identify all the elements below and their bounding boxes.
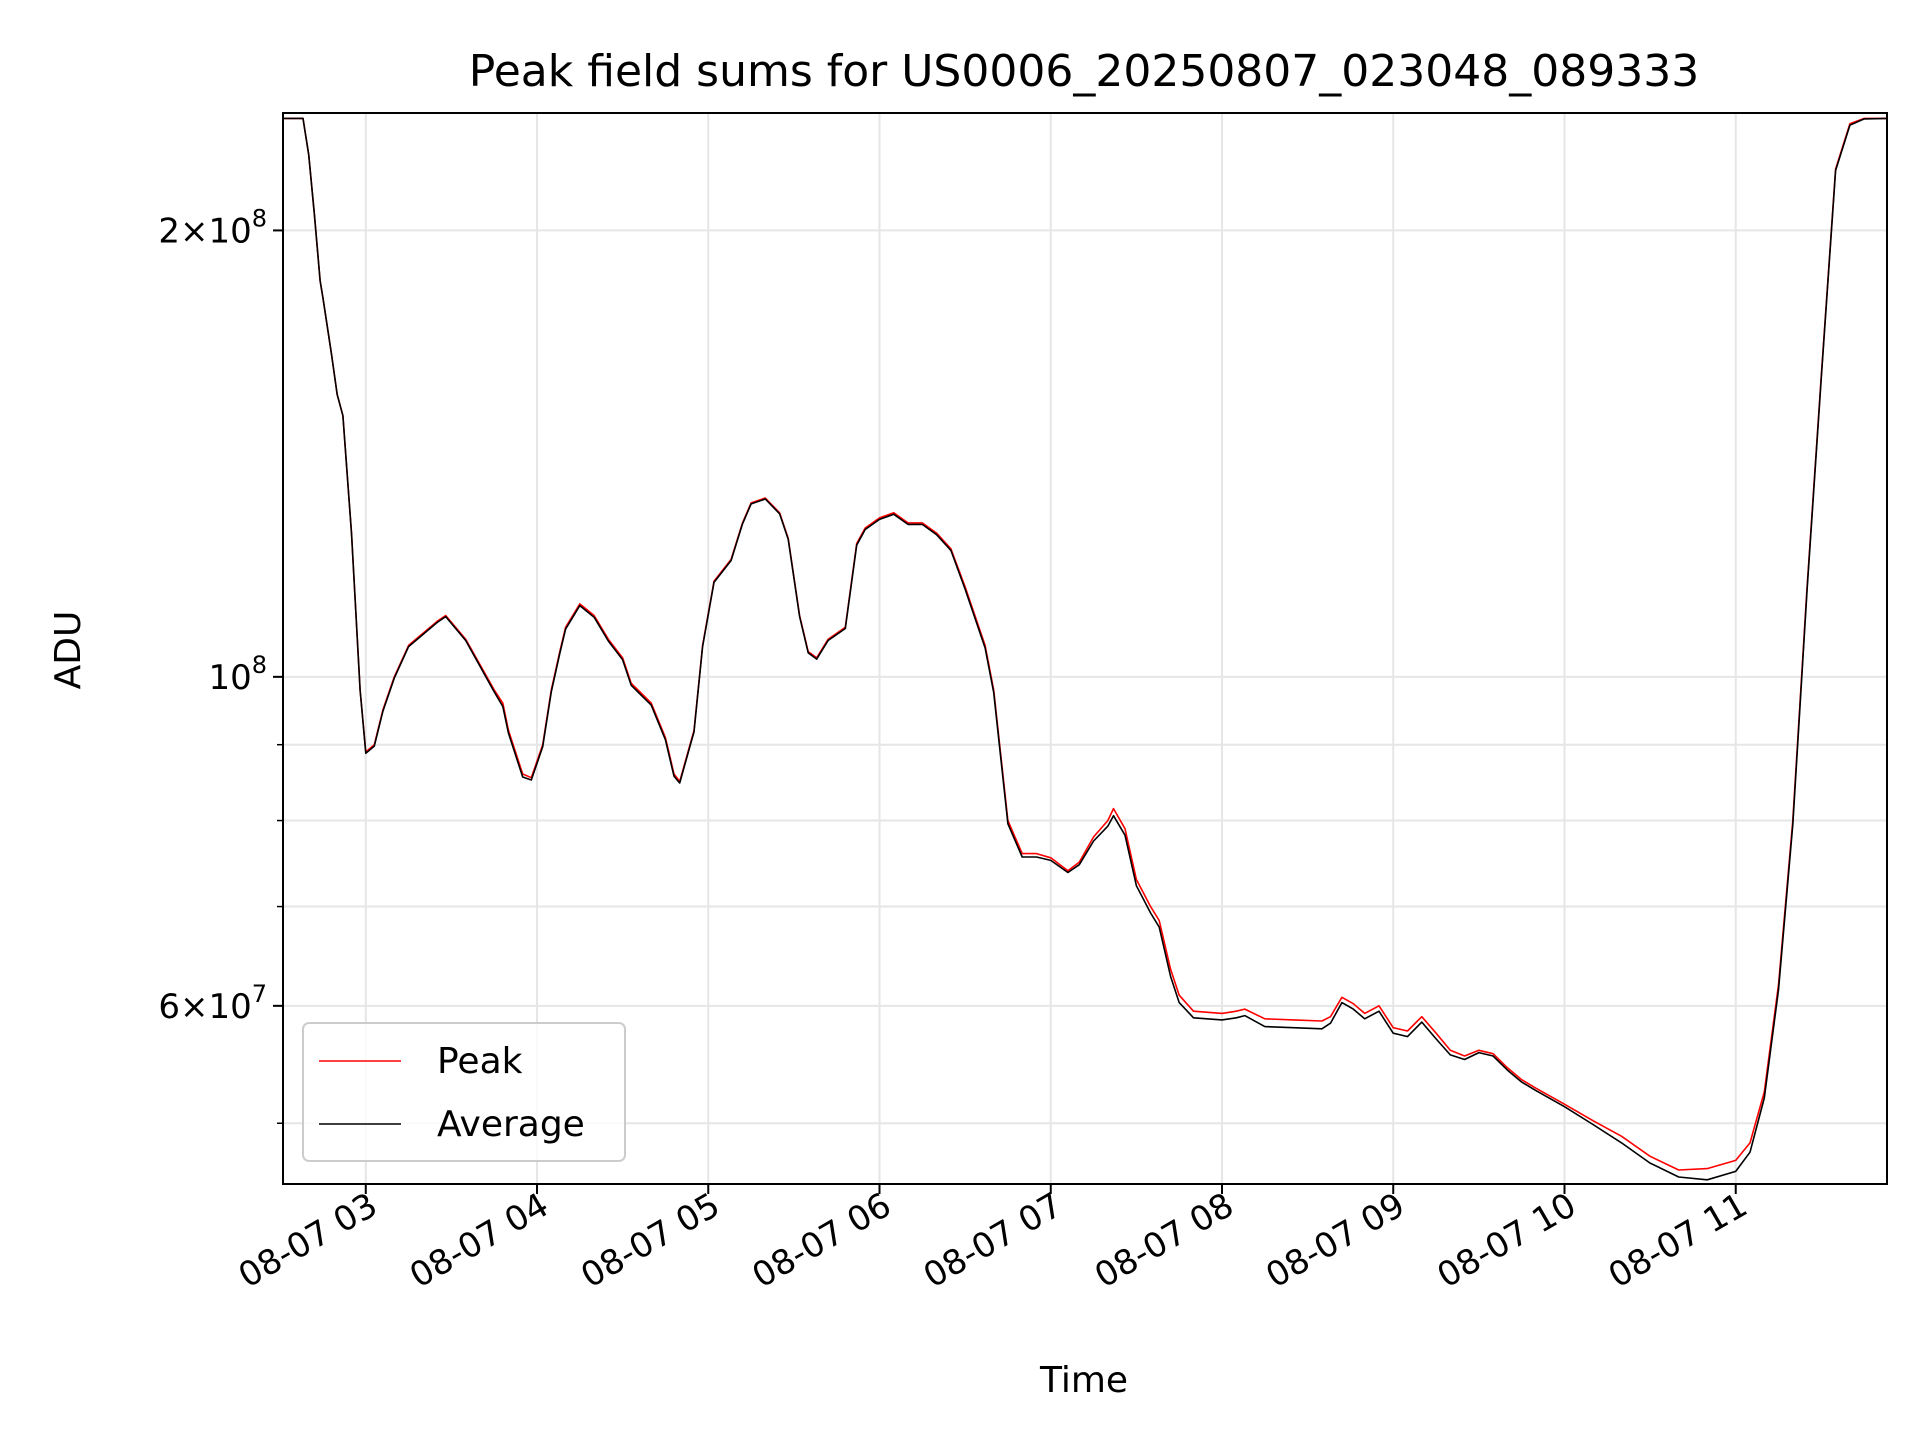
legend-label-peak: Peak [437,1041,523,1082]
legend-label-average: Average [437,1104,585,1145]
series-lines [283,117,1887,1181]
legend: Peak Average [302,1022,626,1162]
x-axis-label: Time [1039,1360,1128,1401]
chart-title: Peak field sums for US0006_20250807_0230… [469,46,1699,97]
y-axis-label: ADU [48,611,89,690]
series-line-average [283,117,1887,1181]
plot-frame [282,112,1888,1185]
grid [283,113,1887,1184]
y-tick-label: 2×108 [158,204,267,251]
y-tick-label: 108 [208,651,267,698]
y-tick-label: 6×107 [158,980,267,1027]
legend-box [302,1022,626,1162]
